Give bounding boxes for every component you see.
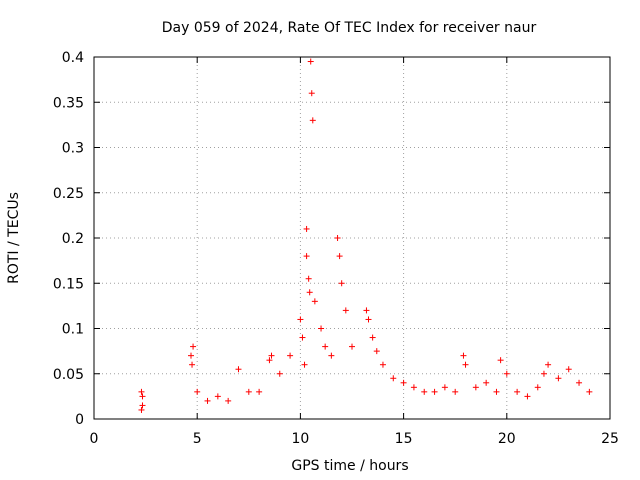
data-point — [138, 406, 145, 413]
x-tick-label: 0 — [90, 431, 99, 447]
data-point — [365, 316, 372, 323]
y-tick-label: 0.15 — [53, 276, 84, 292]
data-point — [139, 393, 146, 400]
data-point — [328, 352, 335, 359]
data-point — [334, 235, 341, 241]
data-point — [472, 384, 479, 391]
data-point — [379, 361, 386, 368]
y-axis-label: ROTI / TECUs — [6, 192, 22, 284]
data-point — [441, 384, 448, 391]
data-point — [363, 307, 370, 314]
y-tick-label: 0.1 — [62, 322, 84, 338]
data-point — [204, 397, 211, 404]
x-tick-label: 15 — [395, 431, 413, 447]
data-point — [303, 225, 310, 232]
data-point — [299, 334, 306, 341]
data-point — [483, 379, 490, 386]
data-point — [188, 352, 195, 359]
data-point — [565, 366, 572, 373]
data-point — [297, 316, 304, 323]
data-point — [431, 388, 438, 395]
y-tick-label: 0.35 — [53, 95, 84, 111]
data-point — [497, 357, 504, 364]
data-point — [305, 275, 312, 282]
data-point — [493, 388, 500, 395]
data-point — [303, 253, 310, 260]
y-tick-label: 0.4 — [62, 50, 84, 66]
x-tick-label: 5 — [193, 431, 202, 447]
data-point — [225, 397, 232, 404]
x-tick-label: 10 — [291, 431, 309, 447]
grid-lines — [94, 57, 610, 419]
data-point — [390, 375, 397, 382]
y-tick-label: 0.25 — [53, 186, 84, 202]
data-point — [452, 388, 459, 395]
x-tick-label: 20 — [498, 431, 516, 447]
data-point — [189, 361, 196, 368]
data-point — [194, 388, 201, 395]
data-point — [307, 58, 314, 65]
data-point — [462, 361, 469, 368]
data-point — [369, 334, 376, 341]
chart-title: Day 059 of 2024, Rate Of TEC Index for r… — [162, 20, 537, 36]
data-point — [235, 366, 242, 373]
data-point — [301, 361, 308, 368]
data-point — [268, 352, 275, 359]
axis-ticks: 0 5 10 15 20 25 0 0.05 0.1 0.15 0.2 0.25 0.3 0.35 0.4 — [53, 50, 619, 447]
data-point — [139, 402, 146, 409]
data-point — [534, 384, 541, 391]
data-points — [138, 58, 593, 413]
data-point — [311, 298, 318, 305]
y-tick-label: 0.2 — [62, 231, 84, 247]
y-tick-label: 0 — [75, 412, 84, 428]
data-point — [514, 388, 521, 395]
data-point — [338, 280, 345, 287]
data-point — [400, 379, 407, 386]
data-point — [503, 370, 510, 377]
data-point — [540, 370, 547, 377]
data-point — [421, 388, 428, 395]
data-point — [287, 352, 294, 359]
data-point — [410, 384, 417, 391]
data-point — [460, 352, 467, 359]
y-tick-label: 0.3 — [62, 141, 84, 157]
data-point — [138, 388, 145, 395]
data-point — [318, 325, 325, 332]
data-point — [545, 361, 552, 368]
data-point — [349, 343, 355, 350]
data-point — [276, 370, 283, 377]
y-tick-label: 0.05 — [53, 367, 84, 383]
data-point — [555, 375, 562, 382]
data-point — [309, 117, 316, 124]
x-axis-label: GPS time / hours — [291, 458, 408, 474]
data-point — [336, 253, 343, 260]
data-point — [245, 388, 252, 395]
data-point — [266, 357, 273, 364]
data-point — [322, 343, 329, 350]
data-point — [524, 393, 531, 400]
data-point — [256, 388, 263, 395]
x-tick-label: 25 — [601, 431, 619, 447]
data-point — [342, 307, 349, 314]
data-point — [373, 348, 380, 355]
data-point — [308, 90, 315, 97]
data-point — [190, 343, 197, 350]
data-point — [306, 289, 313, 296]
data-point — [586, 388, 593, 395]
data-point — [576, 379, 583, 386]
data-point — [214, 393, 221, 400]
